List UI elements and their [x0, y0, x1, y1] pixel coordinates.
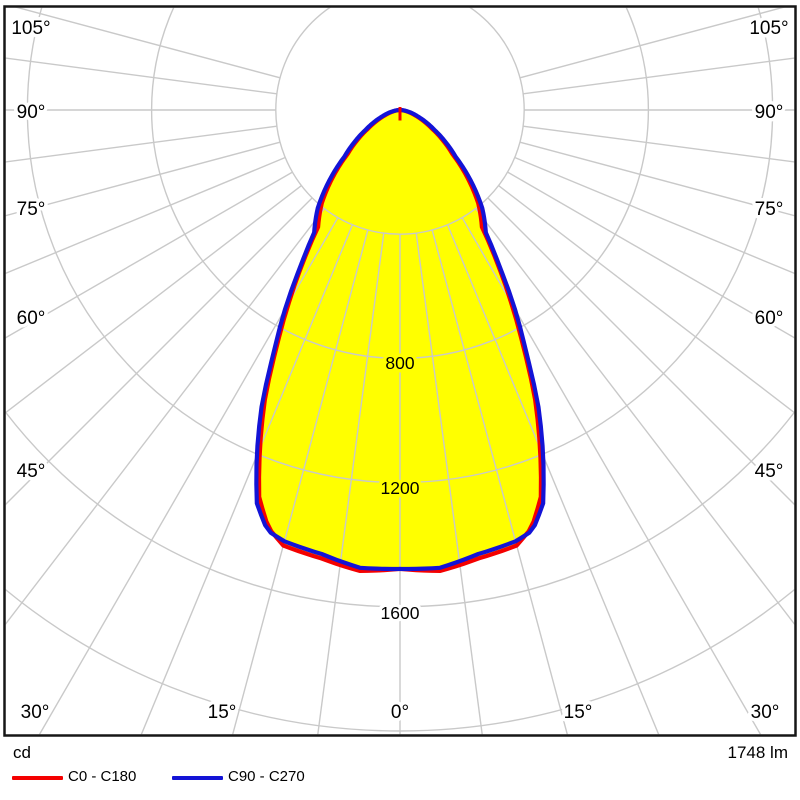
- gamma-label-right-45°: 45°: [755, 461, 784, 482]
- grid-ray: [231, 229, 369, 735]
- gamma-label-right-90°: 90°: [755, 102, 784, 123]
- gamma-label-bottom-30°: 30°: [21, 702, 50, 723]
- plot-area: [5, 7, 795, 735]
- polar-chart: 105° 90° 75° 60° 45° 105° 90° 75° 60° 45° 30° 15° 0°…: [3, 5, 797, 737]
- gamma-label-left-90°: 90°: [17, 102, 46, 123]
- curve-c90-c270: [254, 107, 546, 572]
- legend-label-c90-c270: C90 - C270: [228, 768, 305, 785]
- radial-label-1600: 1600: [381, 603, 420, 623]
- gamma-label-bottom-0°: 0°: [391, 702, 409, 723]
- grid-ray: [507, 171, 795, 339]
- grid-ray: [461, 217, 762, 735]
- grid-ray: [519, 141, 795, 217]
- grid-ray: [5, 156, 286, 275]
- grid-ray: [5, 125, 277, 163]
- legend-label-c0-c180: C0 - C180: [68, 768, 137, 785]
- grid-ray: [514, 156, 795, 275]
- luminous-flux-label: 1748 lm: [727, 743, 788, 762]
- gamma-label-left-75°: 75°: [17, 199, 46, 220]
- gamma-label-left-45°: 45°: [17, 461, 46, 482]
- grid-ray: [15, 7, 281, 79]
- grid-ray: [431, 229, 569, 735]
- gamma-label-right-75°: 75°: [755, 199, 784, 220]
- grid-ray: [5, 208, 325, 626]
- legend-swatch-c0-c180: [12, 776, 63, 780]
- grid-ray: [475, 208, 795, 626]
- grid-ray: [5, 197, 313, 506]
- chart-footer: cd 1748 lm C0 - C180 C90 - C270: [0, 737, 800, 800]
- grid-ray: [317, 233, 385, 735]
- plot-border: [3, 5, 797, 737]
- legend-swatch-c90-c270: [172, 776, 223, 780]
- grid-ray: [446, 224, 660, 735]
- gamma-label-right-105°: 105°: [749, 18, 788, 39]
- gamma-label-bottom-15°: 15°: [208, 702, 237, 723]
- grid-ray: [5, 141, 281, 217]
- gamma-label-bottom-30°: 30°: [751, 702, 780, 723]
- grid-ray: [487, 197, 795, 506]
- grid-ray: [5, 57, 277, 95]
- gamma-label-left-105°: 105°: [11, 18, 50, 39]
- gamma-label-left-60°: 60°: [17, 308, 46, 329]
- grid-ray: [140, 224, 354, 735]
- grid-ray: [498, 185, 795, 414]
- radial-label-800: 800: [385, 353, 414, 373]
- grid-ray: [5, 171, 293, 339]
- gamma-label-bottom-15°: 15°: [564, 702, 593, 723]
- radial-label-1200: 1200: [381, 478, 420, 498]
- gamma-label-right-60°: 60°: [755, 308, 784, 329]
- unit-label: cd: [13, 743, 31, 762]
- grid-ray: [519, 7, 785, 79]
- grid-ray: [415, 233, 483, 735]
- grid-ray: [523, 57, 795, 95]
- grid-ray: [38, 217, 339, 735]
- grid-ray: [523, 125, 795, 163]
- grid-ray: [5, 185, 302, 414]
